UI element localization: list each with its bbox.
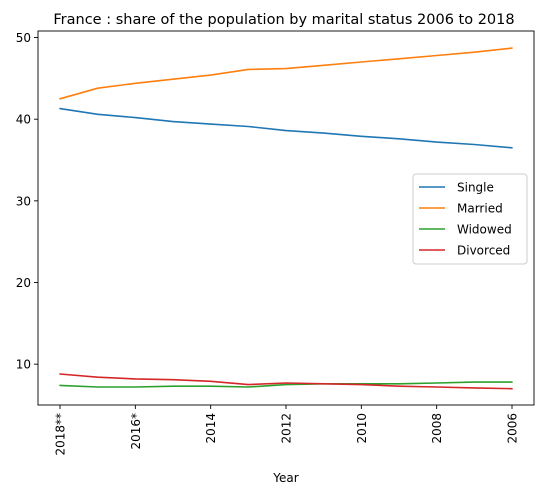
x-tick-label: 2018**: [54, 413, 68, 456]
x-tick-label: 2012: [280, 413, 294, 444]
series-line-divorced: [59, 373, 513, 390]
y-tick-label: 10: [16, 358, 31, 372]
y-tick-label: 30: [16, 194, 31, 208]
series-line-single: [59, 107, 513, 149]
series-lines: [59, 47, 513, 390]
y-tick-label: 20: [16, 276, 31, 290]
x-tick-label: 2016*: [129, 413, 143, 450]
y-tick-label: 40: [16, 113, 31, 127]
x-axis-label: Year: [272, 471, 298, 485]
legend: Single Married Widowed Divorced: [412, 173, 528, 265]
series-line-married: [59, 47, 513, 100]
legend-label-widowed: Widowed: [457, 223, 512, 237]
legend-frame: [412, 173, 528, 265]
series-line-widowed: [59, 381, 513, 388]
y-tick-label: 50: [16, 31, 31, 45]
y-axis: 10 20 30 40 50: [16, 31, 38, 372]
x-axis: 2018** 2016* 2014 2012 2010 2008 2006: [54, 405, 520, 456]
legend-label-single: Single: [457, 181, 494, 195]
legend-label-married: Married: [457, 202, 503, 216]
chart-title: France : share of the population by mari…: [53, 12, 514, 28]
x-tick-label: 2014: [204, 413, 218, 444]
x-tick-label: 2006: [506, 413, 520, 444]
x-tick-label: 2008: [430, 413, 444, 444]
x-tick-label: 2010: [355, 413, 369, 444]
legend-label-divorced: Divorced: [457, 244, 510, 258]
